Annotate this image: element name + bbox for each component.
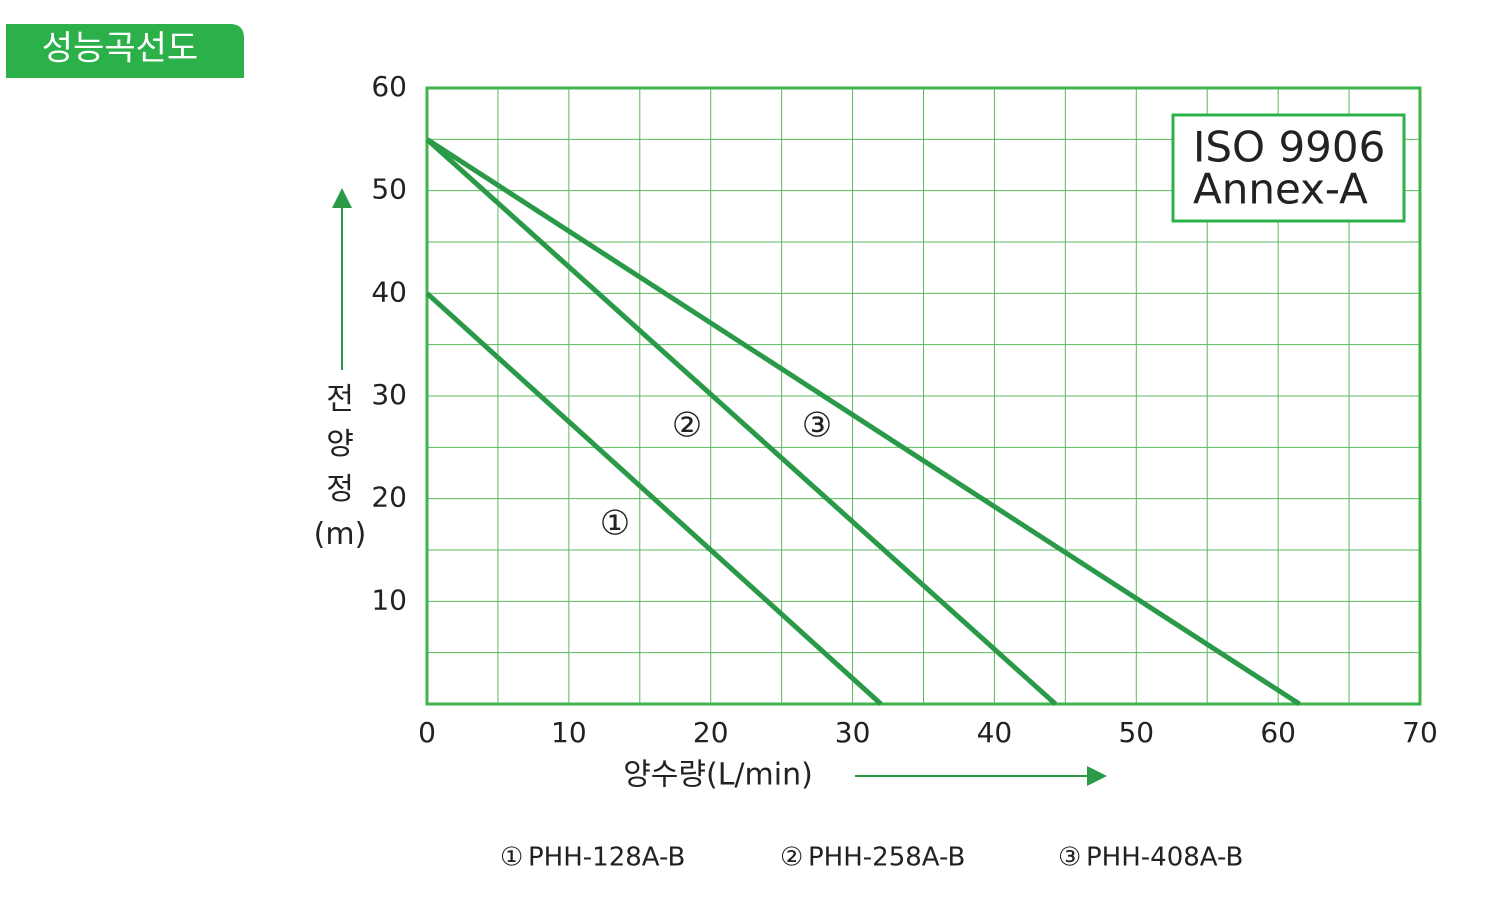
y-tick-label: 30 (371, 378, 407, 411)
x-tick-label: 30 (835, 716, 871, 749)
curve-label: ① (600, 504, 630, 544)
title-badge (6, 24, 244, 78)
y-tick-label: 60 (371, 70, 407, 103)
plot-frame (425, 86, 1422, 706)
x-tick-label: 50 (1118, 716, 1154, 749)
y-tick-label: 50 (371, 173, 407, 206)
y-tick-label: 40 (371, 275, 407, 308)
x-tick-label: 0 (418, 716, 436, 749)
note-box (1171, 113, 1406, 223)
legend-label: PHH-408A-B (1086, 843, 1243, 873)
series-line (425, 291, 883, 706)
legend-marker: ② (780, 843, 803, 873)
legend-marker: ① (500, 843, 523, 873)
legend-label: PHH-128A-B (528, 843, 685, 873)
curve-label: ② (672, 406, 702, 446)
x-tick-label: 70 (1402, 716, 1438, 749)
curve-label: ③ (802, 406, 832, 446)
x-tick-label: 60 (1260, 716, 1296, 749)
legend-marker: ③ (1058, 843, 1081, 873)
x-tick-label: 20 (693, 716, 729, 749)
x-axis-label: 양수량(L/min) (623, 758, 813, 793)
y-axis-label: 전 양 정 (m) (314, 382, 367, 552)
note-line: Annex-A (1193, 165, 1368, 214)
legend-label: PHH-258A-B (808, 843, 965, 873)
x-tick-label: 10 (551, 716, 587, 749)
series-line (425, 137, 1058, 706)
series-line (425, 137, 1301, 707)
y-tick-label: 10 (371, 583, 407, 616)
x-tick-label: 40 (977, 716, 1013, 749)
y-tick-label: 20 (371, 481, 407, 514)
chart-title: 성능곡선도 (42, 29, 198, 69)
note-line: ISO 9906 (1193, 123, 1385, 172)
